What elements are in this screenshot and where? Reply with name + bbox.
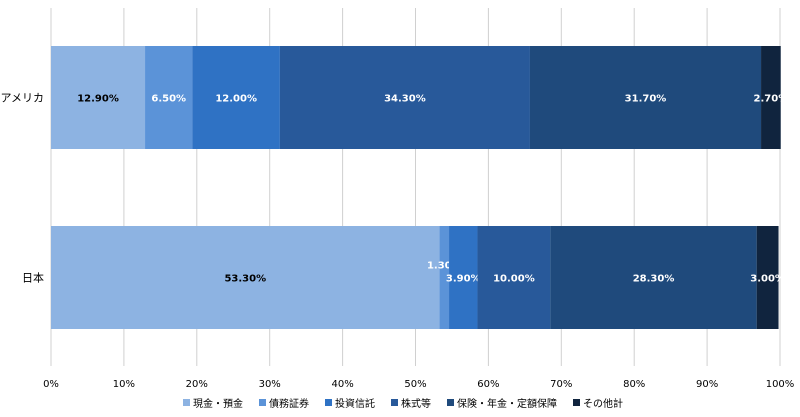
bar-segment xyxy=(51,46,146,149)
x-tick-label: 70% xyxy=(550,379,572,390)
legend-label: 債務証券 xyxy=(269,397,309,410)
legend-label: 株式等 xyxy=(401,397,431,410)
x-tick-label: 40% xyxy=(331,379,353,390)
legend-label: 投資信託 xyxy=(335,397,375,410)
bar-segment xyxy=(529,46,762,149)
data-label: 31.70% xyxy=(625,94,667,105)
x-tick-label: 80% xyxy=(623,379,645,390)
data-label: 53.30% xyxy=(224,274,266,285)
category-label: アメリカ xyxy=(1,92,44,105)
legend-swatch xyxy=(573,399,580,406)
bar-segment xyxy=(477,226,551,329)
bar-segment xyxy=(550,226,757,329)
legend-item: 株式等 xyxy=(391,397,431,410)
legend-swatch xyxy=(325,399,332,406)
x-tick-label: 50% xyxy=(404,379,426,390)
legend-item: 債務証券 xyxy=(259,397,309,410)
legend-label: 現金・預金 xyxy=(193,397,243,410)
x-tick-label: 0% xyxy=(43,379,59,390)
data-label: 10.00% xyxy=(493,274,535,285)
bar-segment xyxy=(761,46,781,149)
bar-segment xyxy=(192,46,280,149)
bar-segment xyxy=(51,226,440,329)
legend-swatch xyxy=(259,399,266,406)
x-tick-label: 30% xyxy=(259,379,281,390)
data-label: 28.30% xyxy=(633,274,675,285)
bar-segment xyxy=(279,46,530,149)
data-label: 1.30% xyxy=(427,261,462,272)
data-label: 12.00% xyxy=(215,94,257,105)
legend-item: 投資信託 xyxy=(325,397,375,410)
x-tick-label: 90% xyxy=(696,379,718,390)
bar-segment xyxy=(439,226,450,329)
category-label: 日本 xyxy=(22,271,44,285)
x-tick-label: 100% xyxy=(766,379,795,390)
data-label: 12.90% xyxy=(77,94,119,105)
legend-item: 現金・預金 xyxy=(183,397,243,410)
data-label: 2.70% xyxy=(754,94,789,105)
data-label: 6.50% xyxy=(151,94,186,105)
legend-swatch xyxy=(183,399,190,406)
legend-item: 保険・年金・定額保障 xyxy=(447,397,557,410)
legend-label: 保険・年金・定額保障 xyxy=(457,397,557,410)
x-tick-label: 60% xyxy=(477,379,499,390)
x-tick-label: 20% xyxy=(186,379,208,390)
bar-segment xyxy=(756,226,779,329)
legend-swatch xyxy=(447,399,454,406)
legend-swatch xyxy=(391,399,398,406)
legend-item: その他計 xyxy=(573,397,623,410)
data-label: 3.90% xyxy=(446,274,481,285)
bar-segment xyxy=(145,46,193,149)
data-label: 3.00% xyxy=(750,274,785,285)
data-label: 34.30% xyxy=(384,94,426,105)
bar-segment xyxy=(449,226,478,329)
x-tick-label: 10% xyxy=(113,379,135,390)
legend-label: その他計 xyxy=(583,397,623,410)
